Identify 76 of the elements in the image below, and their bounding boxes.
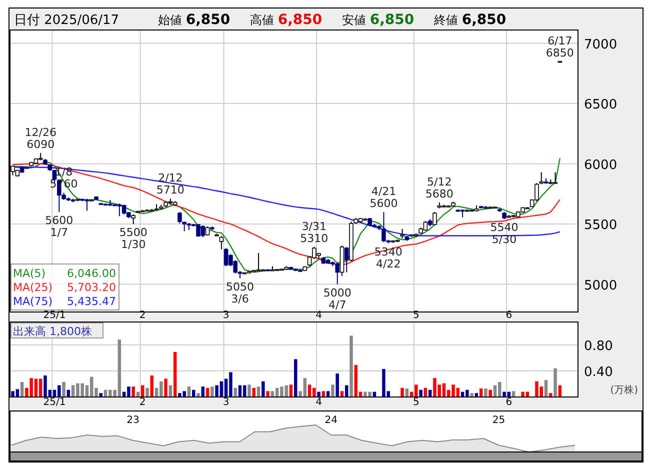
x-tick-label: 2	[139, 397, 146, 408]
bar	[210, 386, 214, 397]
bar	[262, 381, 265, 397]
annotation: 5/12 5680	[425, 175, 454, 200]
candlestick	[178, 211, 182, 224]
bar	[400, 388, 404, 397]
annotation: 5,435.47	[67, 295, 116, 308]
annotation: 12/26 6090	[24, 126, 56, 151]
candlestick	[539, 172, 544, 185]
bar	[336, 374, 339, 397]
bar	[544, 380, 548, 397]
bar	[248, 384, 251, 397]
bar	[146, 388, 149, 397]
x-tick-label: 24	[324, 415, 338, 426]
bar	[173, 352, 177, 397]
candlestick	[432, 211, 437, 226]
bar	[234, 388, 237, 397]
bar	[554, 368, 557, 397]
bar	[470, 393, 474, 397]
annotation: 5000 4/7	[323, 286, 352, 312]
y-tick-label: 5000	[584, 278, 618, 294]
annotation: 5050 3/6	[226, 280, 254, 306]
x-tick-label: 25/1	[43, 397, 66, 408]
bar	[354, 365, 358, 397]
y-tick-label: 5500	[584, 218, 618, 234]
bar	[294, 359, 298, 397]
chart-title: 出来高 1,800株	[13, 325, 92, 338]
text: MA(25)	[13, 281, 53, 294]
candlestick	[344, 246, 349, 273]
bar	[132, 386, 135, 397]
bar	[350, 336, 353, 397]
annotation: 5600 1/7	[45, 214, 74, 239]
annotation: 6,046.00	[67, 267, 116, 280]
x-tick-label: 3	[222, 397, 230, 408]
bar	[419, 390, 422, 397]
candlestick	[219, 236, 224, 250]
annotation: 5540 5/30	[490, 221, 518, 246]
text: 高値 6,850	[250, 12, 322, 28]
text: MA(5)	[13, 267, 46, 280]
x-tick-label: 4	[316, 397, 322, 408]
bar	[549, 393, 552, 397]
candlestick	[205, 226, 210, 236]
annotation: 6/17 6850	[546, 34, 574, 60]
bar	[164, 378, 168, 397]
x-tick-label: 25	[492, 415, 506, 426]
bar	[266, 391, 270, 397]
bar	[484, 388, 488, 397]
bar	[331, 384, 334, 397]
bar	[62, 382, 66, 397]
annotation: 4/21 5600	[370, 184, 398, 210]
candlestick	[400, 228, 404, 239]
bar	[150, 375, 154, 397]
annotation: 5340 4/22	[374, 245, 402, 270]
y-tick-label: 6500	[584, 98, 618, 113]
text: MA(75)	[13, 295, 53, 308]
y-tick-label: 0.40	[584, 364, 613, 380]
annotation: 2/12 5710	[156, 172, 184, 197]
y-tick-label: 0.80	[584, 338, 613, 354]
text: 日付 2025/06/17	[14, 13, 120, 28]
y-tick-label: 7000	[584, 37, 618, 52]
annotation: 3/31 5310	[300, 220, 328, 245]
y-tick-label: 6000	[584, 158, 618, 173]
candlestick	[131, 214, 136, 225]
x-tick-label: 23	[126, 415, 140, 426]
annotation: 5,703.20	[67, 281, 116, 294]
text: 安値 6,850	[342, 12, 414, 28]
y-axis-title: (万株)	[610, 384, 638, 396]
text: 始値 6,850	[158, 12, 230, 28]
x-tick-label: 6	[506, 397, 512, 408]
bar	[317, 392, 320, 397]
bar	[38, 378, 42, 397]
bar	[196, 393, 200, 397]
x-tick-label: 5	[412, 397, 420, 408]
bar	[488, 390, 492, 397]
text: 終値 6,850	[433, 12, 506, 28]
annotation: 5500 1/30	[119, 226, 148, 252]
